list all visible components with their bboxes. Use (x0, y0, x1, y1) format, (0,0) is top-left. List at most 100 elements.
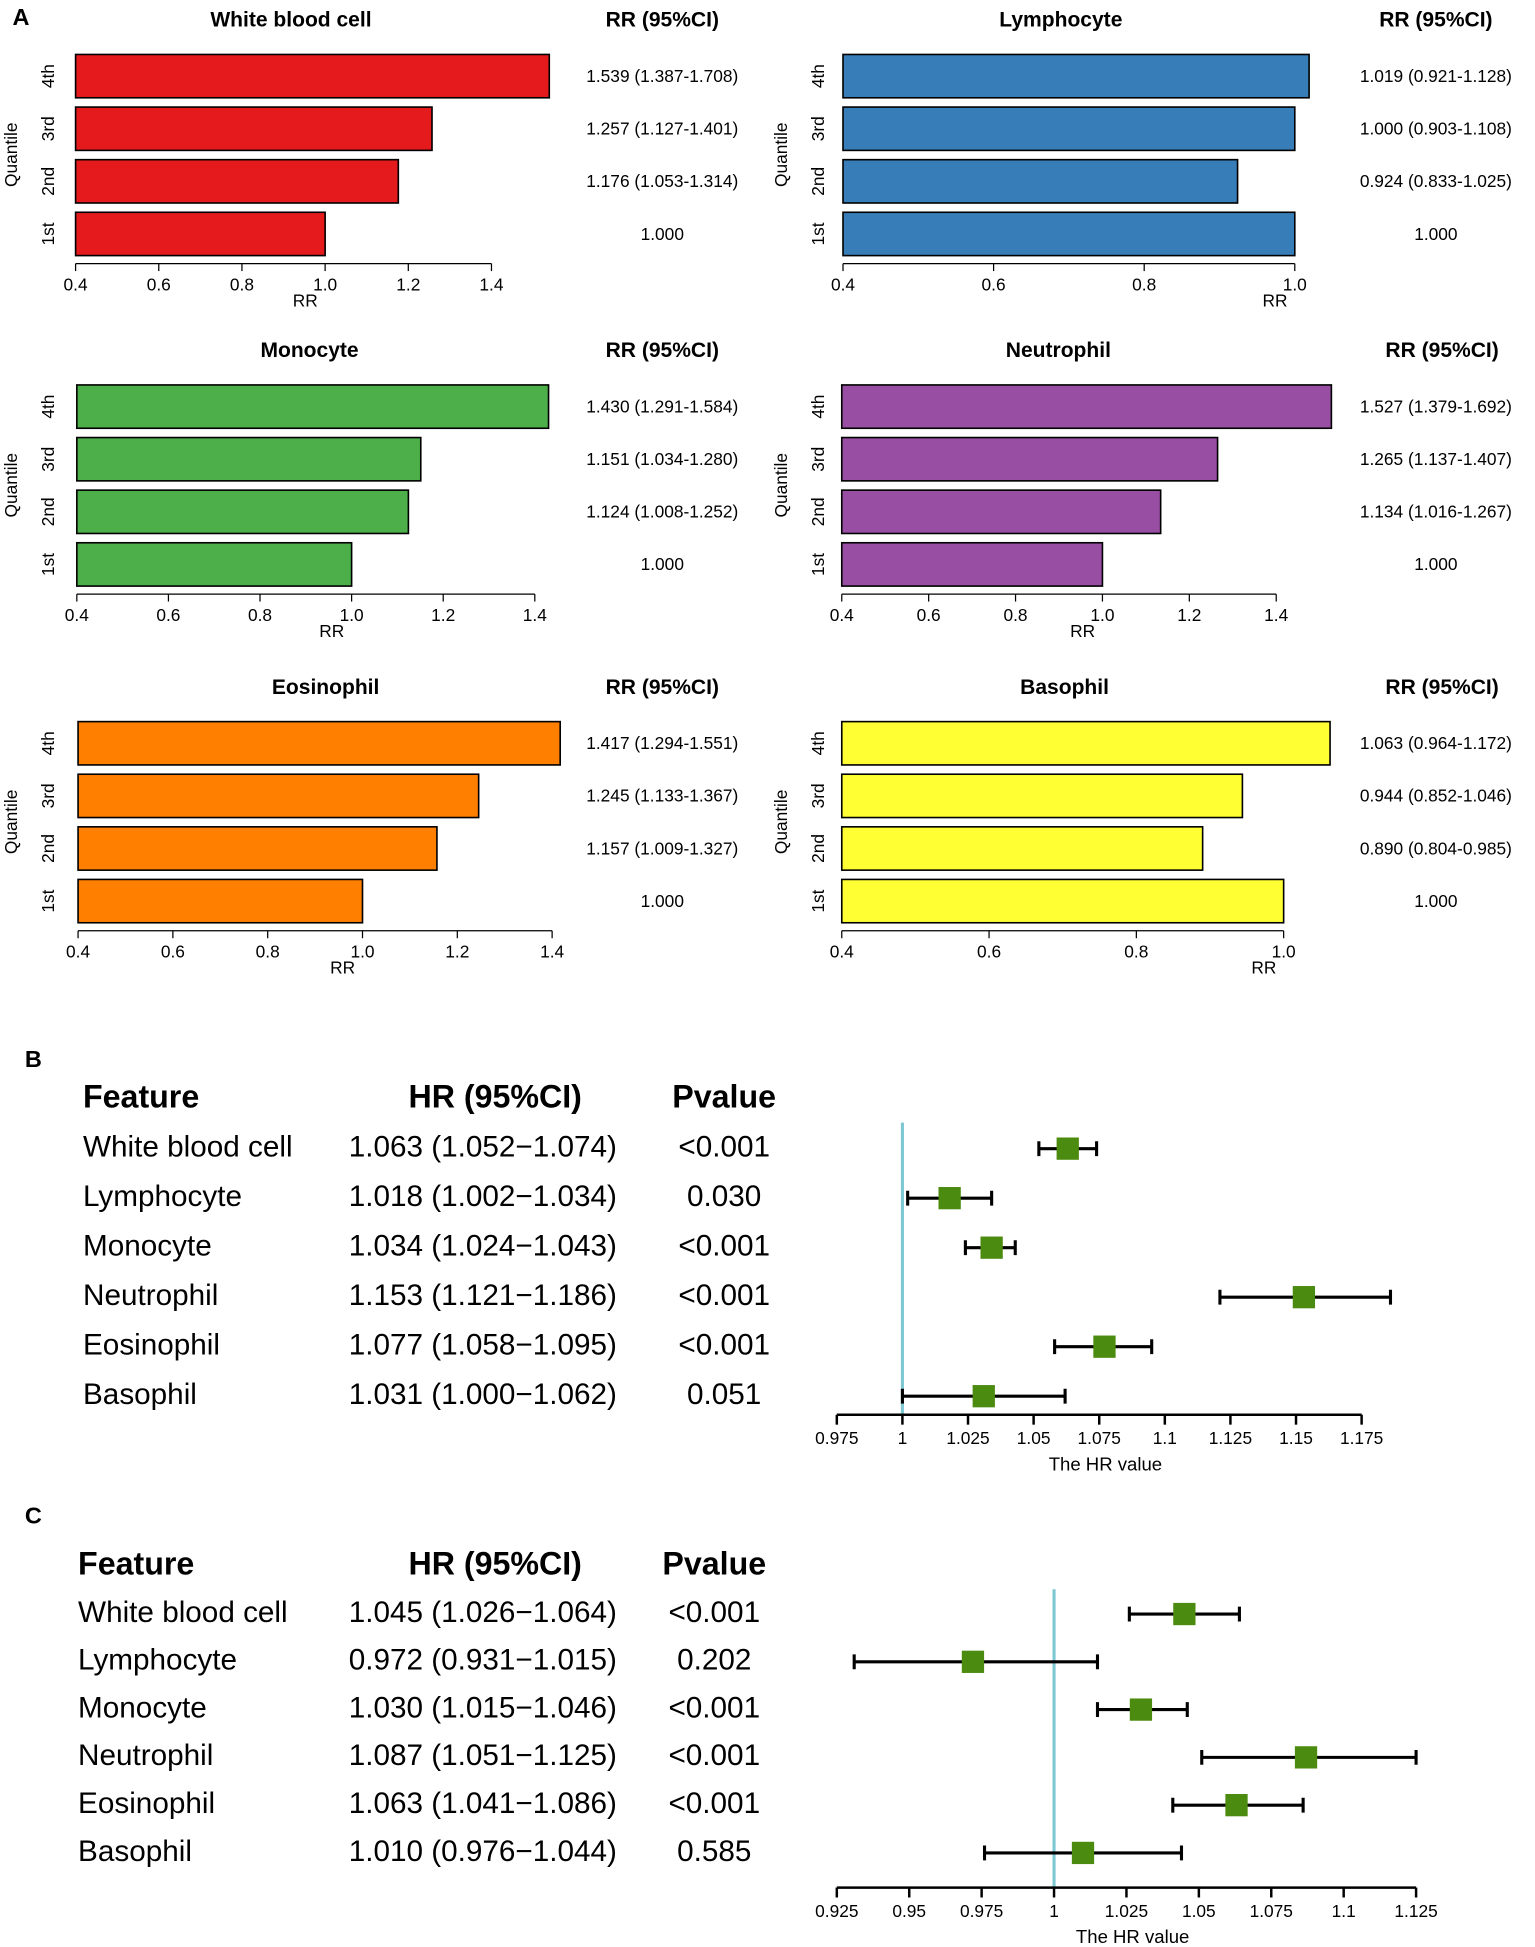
value-label: 1.134 (1.016-1.267) (1360, 502, 1512, 522)
value-label: 1.124 (1.008-1.252) (586, 502, 738, 522)
value-header: RR (95%CI) (1379, 9, 1492, 32)
bar (840, 773, 1244, 819)
bar (840, 720, 1331, 766)
point (1292, 1286, 1316, 1309)
x-tick-label: 1.125 (1209, 1428, 1252, 1448)
bar (842, 211, 1296, 257)
point (1225, 1794, 1248, 1817)
x-tick-label: 1.4 (1264, 605, 1288, 625)
x-tick-label: 1.0 (313, 275, 337, 295)
x-tick-label: 0.8 (1124, 942, 1148, 962)
x-tick-label: 1 (898, 1428, 908, 1448)
point (1129, 1698, 1153, 1721)
feature-label: Neutrophil (83, 1279, 218, 1312)
x-tick-label: 0.4 (830, 942, 854, 962)
chart-title: Basophil (1020, 676, 1109, 699)
category-label: 2nd (808, 497, 828, 526)
chart-title: White blood cell (210, 9, 371, 32)
x-tick-label: 0.4 (65, 605, 89, 625)
point (1056, 1137, 1079, 1160)
category-label: 4th (38, 64, 58, 88)
value-label: 1.265 (1.137-1.407) (1360, 449, 1512, 469)
x-tick-label: 0.6 (147, 275, 171, 295)
category-label: 3rd (38, 447, 58, 472)
p-value: <0.001 (668, 1596, 760, 1629)
bar (74, 53, 551, 99)
x-tick-label: 1.05 (1017, 1428, 1051, 1448)
x-tick-label: 0.6 (982, 275, 1006, 295)
category-label: 3rd (38, 116, 58, 141)
feature-label: Monocyte (83, 1230, 212, 1263)
y-axis-label: Quantile (1, 453, 21, 517)
category-label: 3rd (38, 783, 58, 808)
x-axis-label: The HR value (1049, 1453, 1162, 1474)
value-header: RR (95%CI) (606, 9, 719, 32)
hr-label: 1.077 (1.058−1.095) (349, 1329, 617, 1362)
chart-title: Monocyte (260, 339, 358, 362)
x-tick-label: 1.075 (1078, 1428, 1121, 1448)
value-header: RR (95%CI) (1385, 339, 1498, 362)
p-value: 0.202 (677, 1644, 751, 1677)
y-axis-label: Quantile (1, 790, 21, 854)
x-axis-label: RR (330, 958, 355, 978)
category-label: 3rd (808, 447, 828, 472)
panel-label: C (25, 1503, 42, 1529)
p-value: <0.001 (668, 1691, 760, 1724)
panel-label: B (25, 1046, 42, 1072)
x-axis-label: RR (1262, 291, 1287, 311)
value-label: 1.000 (641, 224, 684, 244)
y-axis-label: Quantile (771, 453, 791, 517)
x-tick-label: 1.075 (1250, 1901, 1293, 1921)
bar (840, 384, 1333, 430)
category-label: 1st (38, 553, 58, 576)
value-label: 1.157 (1.009-1.327) (586, 838, 738, 858)
x-tick-label: 1.4 (523, 605, 547, 625)
p-value: <0.001 (678, 1279, 770, 1312)
x-tick-label: 1.0 (1090, 605, 1114, 625)
x-tick-label: 0.95 (892, 1901, 926, 1921)
hr-label: 1.018 (1.002−1.034) (349, 1180, 617, 1213)
value-label: 1.000 (1414, 224, 1457, 244)
point (938, 1187, 961, 1210)
value-label: 1.527 (1.379-1.692) (1360, 396, 1512, 416)
bar (842, 53, 1310, 99)
x-tick-label: 1.025 (1105, 1901, 1148, 1921)
x-tick-label: 1.175 (1340, 1428, 1383, 1448)
point (1093, 1335, 1116, 1358)
point (1294, 1746, 1318, 1769)
hr-label: 1.153 (1.121−1.186) (349, 1279, 617, 1312)
point (972, 1385, 995, 1408)
category-label: 1st (38, 889, 58, 912)
hr-label: 1.031 (1.000−1.062) (349, 1378, 617, 1411)
bar (74, 106, 433, 152)
bar (77, 720, 561, 766)
value-label: 1.430 (1.291-1.584) (586, 396, 738, 416)
feature-label: White blood cell (83, 1130, 293, 1163)
feature-label: Lymphocyte (83, 1180, 242, 1213)
hr-label: 1.087 (1.051−1.125) (349, 1739, 617, 1772)
value-label: 1.151 (1.034-1.280) (586, 449, 738, 469)
category-label: 3rd (808, 116, 828, 141)
y-axis-label: Quantile (771, 790, 791, 854)
header: HR (95%CI) (408, 1079, 581, 1115)
chart-title: Eosinophil (272, 676, 379, 699)
bar (76, 541, 353, 587)
x-tick-label: 0.975 (815, 1428, 858, 1448)
bar (76, 384, 550, 430)
x-tick-label: 1.2 (431, 605, 455, 625)
category-label: 1st (808, 222, 828, 245)
x-tick-label: 0.6 (156, 605, 180, 625)
chart-title: Neutrophil (1006, 339, 1111, 362)
category-label: 2nd (38, 167, 58, 196)
value-label: 1.000 (1414, 554, 1457, 574)
x-tick-label: 1 (1049, 1901, 1059, 1921)
category-label: 2nd (808, 167, 828, 196)
category-label: 4th (808, 64, 828, 88)
point (1071, 1841, 1095, 1865)
x-tick-label: 1.2 (396, 275, 420, 295)
category-label: 1st (38, 222, 58, 245)
value-label: 1.000 (641, 554, 684, 574)
x-tick-label: 0.8 (1004, 605, 1028, 625)
category-label: 1st (808, 553, 828, 576)
category-label: 4th (38, 731, 58, 755)
